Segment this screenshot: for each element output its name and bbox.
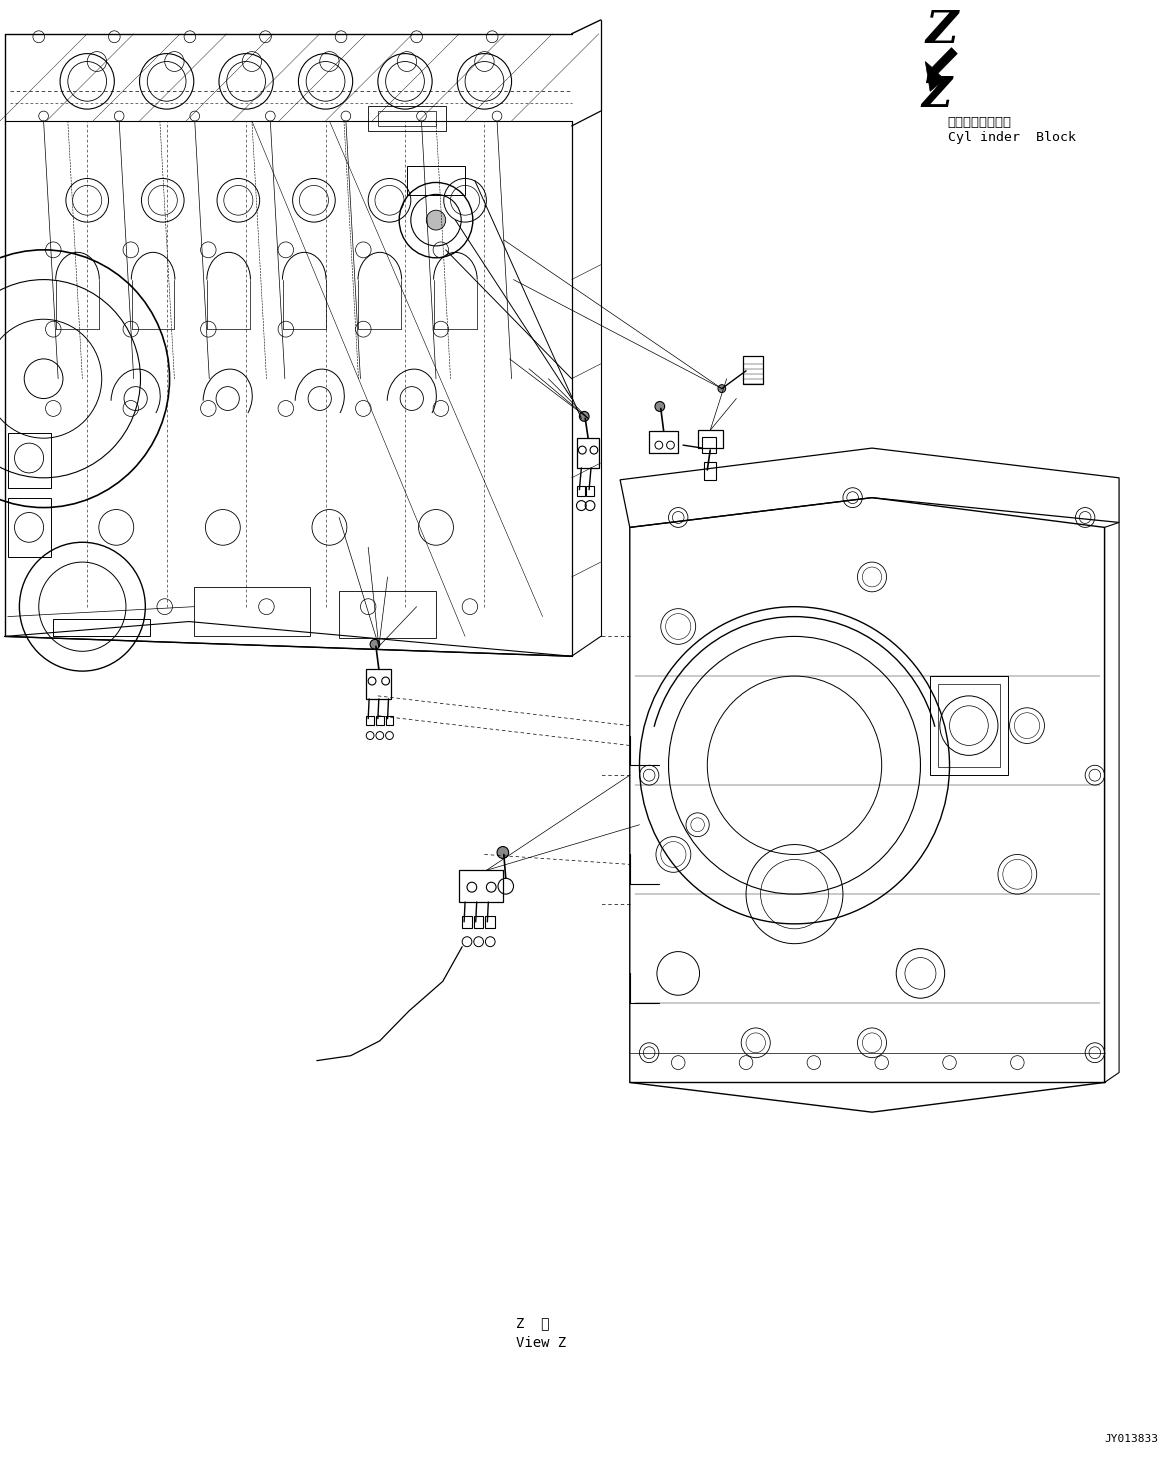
- Bar: [459, 870, 502, 902]
- Bar: [369, 106, 445, 131]
- Bar: [376, 715, 384, 724]
- Bar: [340, 591, 436, 639]
- Circle shape: [370, 639, 380, 649]
- Bar: [386, 715, 393, 724]
- Bar: [743, 355, 763, 383]
- Text: Z: Z: [926, 9, 958, 51]
- Bar: [698, 430, 722, 448]
- Bar: [578, 486, 585, 495]
- Circle shape: [718, 385, 726, 392]
- Text: Cyl inder  Block: Cyl inder Block: [948, 131, 1076, 144]
- Bar: [702, 438, 716, 452]
- Text: View Z: View Z: [516, 1337, 566, 1350]
- Bar: [8, 433, 51, 488]
- Text: Z: Z: [922, 73, 952, 116]
- Bar: [485, 917, 495, 928]
- Polygon shape: [926, 47, 957, 91]
- Text: シリンダブロック: シリンダブロック: [948, 116, 1012, 129]
- Text: JY013833: JY013833: [1105, 1434, 1158, 1444]
- Bar: [8, 498, 51, 557]
- Circle shape: [655, 401, 665, 411]
- Bar: [378, 112, 436, 126]
- Bar: [649, 432, 678, 452]
- Bar: [366, 715, 374, 724]
- Bar: [473, 917, 484, 928]
- Bar: [705, 461, 716, 480]
- Circle shape: [427, 210, 445, 231]
- Bar: [930, 676, 1007, 776]
- Text: Z  視: Z 視: [516, 1316, 550, 1331]
- Bar: [937, 685, 1000, 767]
- Circle shape: [497, 846, 508, 858]
- Bar: [194, 586, 311, 636]
- Bar: [407, 166, 465, 195]
- Bar: [462, 917, 472, 928]
- Circle shape: [579, 411, 590, 422]
- Bar: [586, 486, 594, 495]
